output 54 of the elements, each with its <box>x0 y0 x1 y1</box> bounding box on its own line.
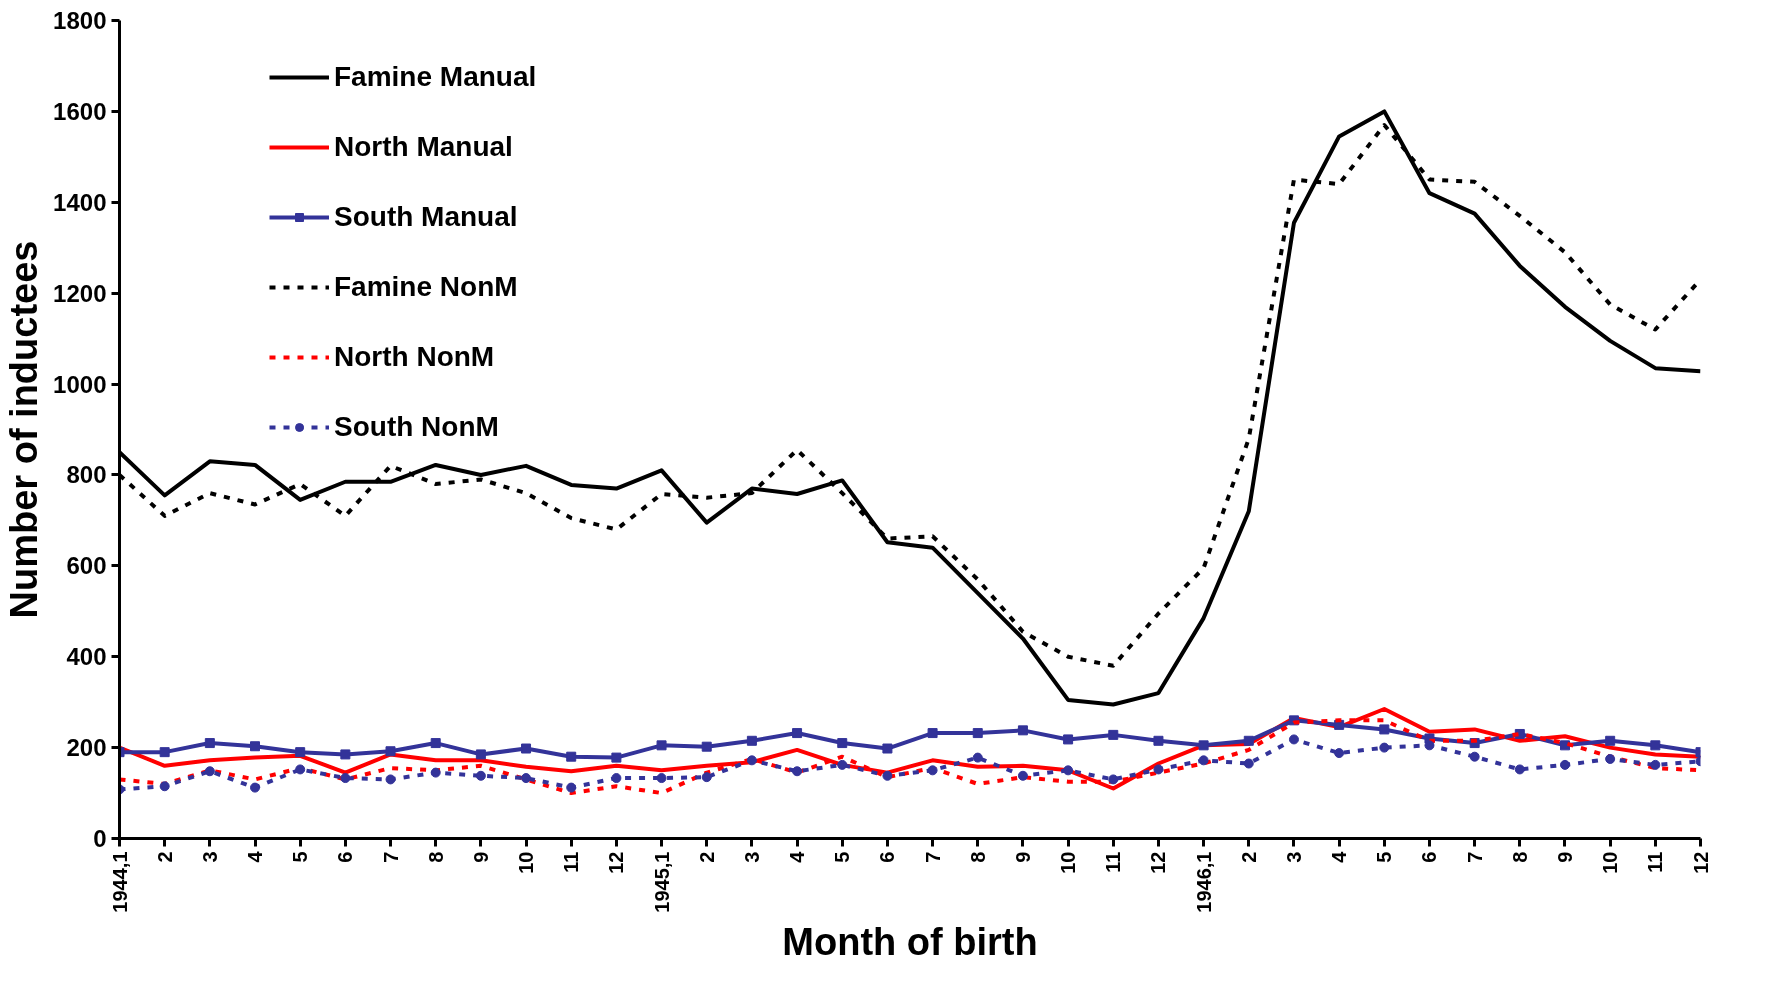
legend-label: North NonM <box>334 341 495 373</box>
x-tick-label: 1944,1 <box>108 851 131 913</box>
x-tick-label: 6 <box>876 851 899 863</box>
x-tick-label: 5 <box>831 851 854 863</box>
x-tick-label: 9 <box>1553 851 1576 863</box>
x-tick-label: 6 <box>1418 851 1441 863</box>
y-tick-label: 1400 <box>53 188 107 216</box>
x-tick-label: 3 <box>1282 851 1305 863</box>
y-tick-label: 1600 <box>53 97 107 125</box>
x-tick-label: 8 <box>1508 851 1531 863</box>
x-tick-label: 11 <box>560 851 583 873</box>
x-tick-label: 5 <box>1373 851 1396 863</box>
x-tick-label: 4 <box>786 850 809 863</box>
y-tick-label: 200 <box>66 734 107 762</box>
x-tick-label: 10 <box>515 851 538 874</box>
legend-label: Famine Manual <box>334 61 537 93</box>
x-tick-label: 8 <box>966 851 989 863</box>
x-tick-label: 7 <box>1463 851 1486 863</box>
legend-label: North Manual <box>334 131 513 163</box>
x-tick-label: 12 <box>1689 851 1712 874</box>
y-tick-label: 800 <box>66 461 107 489</box>
x-tick-label: 11 <box>1644 851 1667 873</box>
y-tick-label: 600 <box>66 552 107 580</box>
x-tick-label: 11 <box>1102 851 1125 873</box>
x-tick-label: 7 <box>379 851 402 863</box>
x-tick-label: 2 <box>1237 851 1260 863</box>
x-tick-label: 4 <box>1328 850 1351 863</box>
x-tick-label: 12 <box>605 851 628 874</box>
x-tick-label: 12 <box>1147 851 1170 874</box>
x-tick-label: 5 <box>289 851 312 863</box>
legend-label: South Manual <box>334 201 518 233</box>
x-tick-label: 8 <box>424 851 447 863</box>
y-tick-label: 0 <box>93 825 107 852</box>
x-tick-label: 3 <box>740 851 763 863</box>
x-tick-label: 4 <box>244 850 267 863</box>
y-tick-label: 1000 <box>53 370 107 398</box>
x-tick-label: 6 <box>334 851 357 863</box>
x-axis-title: Month of birth <box>782 920 1038 963</box>
x-tick-label: 1946,1 <box>1192 851 1215 913</box>
y-axis-title: Number of inductees <box>3 240 46 619</box>
x-tick-label: 9 <box>1011 851 1034 863</box>
legend-label: South NonM <box>334 411 499 443</box>
x-tick-label: 1945,1 <box>650 851 673 913</box>
y-tick-label: 1200 <box>53 279 107 307</box>
y-tick-label: 400 <box>66 643 107 671</box>
x-tick-label: 2 <box>695 851 718 863</box>
x-tick-label: 10 <box>1599 851 1622 874</box>
y-tick-label: 1800 <box>53 7 107 34</box>
legend-label: Famine NonM <box>334 271 518 303</box>
x-tick-label: 7 <box>921 851 944 863</box>
x-tick-label: 2 <box>153 851 176 863</box>
x-tick-label: 10 <box>1057 851 1080 874</box>
x-tick-label: 9 <box>469 851 492 863</box>
x-tick-label: 3 <box>198 851 221 863</box>
